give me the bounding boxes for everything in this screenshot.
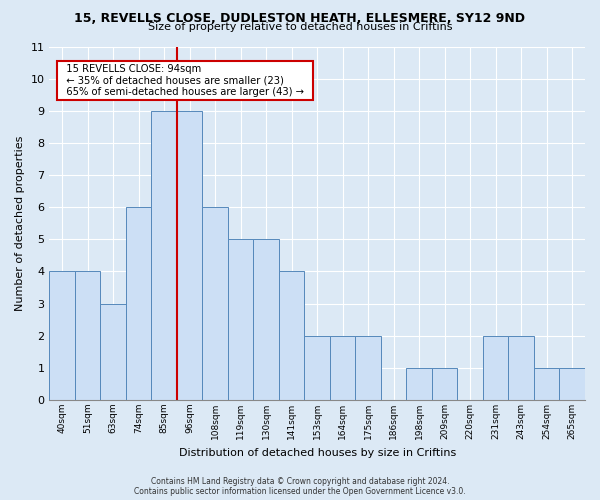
Bar [253,240,279,400]
Bar [508,336,534,400]
Bar [304,336,330,400]
Bar [151,111,177,400]
Y-axis label: Number of detached properties: Number of detached properties [15,136,25,311]
Bar [228,240,253,400]
Bar [483,336,508,400]
Bar [559,368,585,400]
Text: 15, REVELLS CLOSE, DUDLESTON HEATH, ELLESMERE, SY12 9ND: 15, REVELLS CLOSE, DUDLESTON HEATH, ELLE… [74,12,526,26]
Bar [202,207,228,400]
Bar [355,336,381,400]
Bar [330,336,355,400]
Text: Size of property relative to detached houses in Criftins: Size of property relative to detached ho… [148,22,452,32]
Bar [534,368,559,400]
Bar [279,272,304,400]
Bar [406,368,432,400]
Bar [100,304,126,400]
Bar [49,272,75,400]
Bar [75,272,100,400]
Text: Contains HM Land Registry data © Crown copyright and database right 2024.
Contai: Contains HM Land Registry data © Crown c… [134,476,466,496]
X-axis label: Distribution of detached houses by size in Criftins: Distribution of detached houses by size … [179,448,456,458]
Bar [126,207,151,400]
Bar [432,368,457,400]
Bar [177,111,202,400]
Text: 15 REVELLS CLOSE: 94sqm
  ← 35% of detached houses are smaller (23)
  65% of sem: 15 REVELLS CLOSE: 94sqm ← 35% of detache… [60,64,310,98]
